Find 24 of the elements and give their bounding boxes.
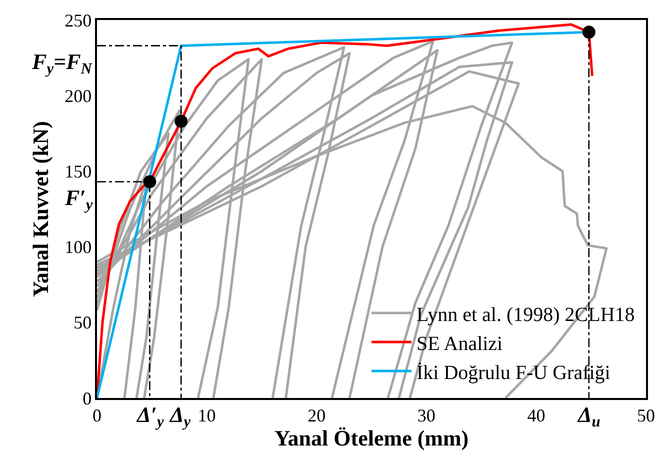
point [174, 114, 188, 128]
annotation: Δ$_{u}$ [577, 402, 601, 431]
x-tick-label: 20 [308, 405, 326, 426]
annotation: Δ$_{y}$ [169, 402, 191, 431]
point [143, 175, 156, 188]
y-tick-label: 150 [64, 162, 92, 182]
x-tick-label: 10 [198, 405, 216, 426]
legend-label: SE Analizi [416, 332, 504, 355]
x-tick-label: 30 [417, 405, 436, 426]
annotation: F$_{y}$=F$_{N}$ [31, 49, 93, 78]
y-tick-label: 50 [74, 312, 92, 333]
y-tick-label: 0 [82, 388, 92, 408]
y-tick-label: 100 [64, 237, 92, 258]
y-tick-label: 200 [64, 86, 92, 106]
legend-label: Lynn et al. (1998) 2CLH18 [416, 304, 635, 326]
x-tick-label: 40 [527, 405, 546, 426]
point [582, 26, 596, 39]
legend-label: İki Doğrulu F-U Grafiği [416, 362, 611, 384]
annotation: Δ′$_{y}$ [136, 402, 164, 431]
y-tick-label: 250 [64, 10, 92, 30]
y-axis-title: Yanal Kuvvet (kN) [28, 120, 53, 298]
x-tick-label: 50 [637, 405, 655, 426]
annotation: F′$_{y}$ [64, 185, 93, 214]
x-axis-title: Yanal Öteleme (mm) [274, 425, 469, 450]
